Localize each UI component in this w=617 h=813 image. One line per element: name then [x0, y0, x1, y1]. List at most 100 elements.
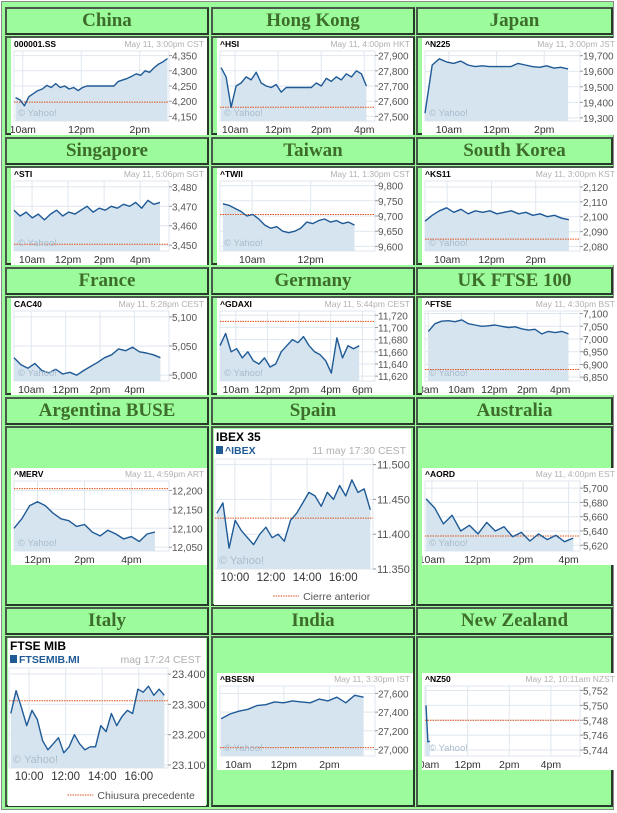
x-tick-label: 8am — [422, 384, 439, 395]
timestamp: May 11, 3:00pm CST — [124, 39, 204, 49]
chart-cell: ^AORD May 11, 4:00pm EST 5,700 5,680 5,660 5,… — [416, 426, 617, 606]
stock-chart[interactable]: ^N225 May 11, 3:00pm JST 19,700 19,600 19,50… — [422, 38, 617, 136]
x-tick-label: 2pm — [74, 554, 95, 565]
timestamp: May 11, 5:06pm SGT — [124, 169, 204, 179]
chart-cell: ^GDAXI May 11, 5:44pm CEST 11,720 11,700 11,… — [211, 296, 415, 396]
price-line — [220, 67, 368, 109]
region-title: France — [5, 267, 209, 295]
y-tick-label: 11,620 — [378, 372, 408, 383]
y-tick-label: 9,600 — [378, 242, 403, 253]
chart-cell: ^HSI May 11, 4:00pm HKT 27,900 27,800 27,700… — [211, 36, 415, 136]
x-tick-label: 14:00 — [293, 572, 322, 584]
stock-chart[interactable]: IBEX 35 ^IBEX 11 may 17:30 CEST Cierre ante… — [214, 429, 411, 605]
y-tick-label: 5,700 — [583, 484, 608, 495]
chart-cell: ^FTSE May 11, 4:30pm BST 7,100 7,050 7,000 6,… — [416, 296, 617, 396]
x-tick-label: 10am — [18, 384, 45, 395]
yahoo-watermark: © Yahoo! — [224, 238, 263, 249]
stock-chart[interactable]: ^STI May 11, 5:06pm SGT 3,480 3,470 3,460 3,4… — [11, 168, 207, 266]
chart-svg: ^STI May 11, 5:06pm SGT 3,480 3,470 3,460 3,4… — [13, 169, 204, 266]
x-tick-label: 2pm — [94, 254, 115, 265]
price-line — [216, 479, 371, 549]
stock-chart[interactable]: ^FTSE May 11, 4:30pm BST 7,100 7,050 7,000 6,… — [418, 298, 617, 396]
x-tick-label: 2pm — [517, 384, 538, 395]
x-tick-label: 16:00 — [124, 771, 153, 783]
timestamp: May 11, 4:00pm HKT — [330, 39, 410, 49]
x-tick-label: 12pm — [68, 124, 95, 135]
ticker-symbol: ^HSI — [220, 39, 239, 49]
price-line — [13, 346, 161, 376]
x-tick-label: 2pm — [319, 759, 340, 770]
x-tick-label: 10am — [448, 384, 475, 395]
y-tick-label: 7,100 — [583, 310, 608, 321]
region-title: Japan — [416, 7, 613, 35]
x-tick-label: 10am — [239, 254, 266, 265]
x-tick-label: 2pm — [525, 254, 546, 265]
price-area — [426, 498, 574, 551]
x-tick-label: 12pm — [478, 254, 505, 265]
x-tick-label: 2pm — [311, 124, 332, 135]
stock-chart[interactable]: 000001.SS May 11, 3:00pm CST 4,350 4,300 4,2… — [10, 38, 207, 136]
stock-chart[interactable]: ^MERV May 11, 4:59pm ART 12,200 12,150 12,10… — [11, 468, 207, 566]
price-area — [425, 207, 569, 251]
y-tick-label: 12,050 — [172, 543, 203, 554]
y-tick-label: 23.200 — [172, 730, 206, 742]
chart-svg: ^N225 May 11, 3:00pm JST 19,700 19,600 19,50… — [424, 39, 615, 136]
y-tick-label: 5,100 — [172, 313, 197, 324]
y-tick-label: 11.500 — [377, 460, 410, 472]
price-line — [13, 199, 161, 221]
price-line — [424, 207, 570, 222]
y-tick-label: 3,450 — [172, 241, 197, 252]
yahoo-watermark: © Yahoo! — [429, 108, 468, 119]
x-tick-label: 2pm — [289, 384, 310, 395]
x-tick-label: 12pm — [53, 384, 80, 395]
stock-chart[interactable]: ^HSI May 11, 4:00pm HKT 27,900 27,800 27,700… — [217, 38, 413, 136]
chart-cell: ^KS11 May 11, 3:00pm KST 2,120 2,110 2,100 2,… — [416, 166, 617, 266]
y-tick-label: 6,850 — [583, 373, 608, 384]
stock-chart[interactable]: ^AORD May 11, 4:00pm EST 5,700 5,680 5,660 5,… — [419, 468, 617, 566]
y-tick-label: 3,470 — [172, 202, 197, 213]
stock-chart[interactable]: ^NZ50 May 12, 10:11am NZST 5,752 5,750 5,748… — [413, 673, 617, 771]
x-tick-label: 4pm — [558, 554, 579, 565]
y-tick-label: 11,700 — [378, 323, 408, 334]
stock-chart[interactable]: ^TWII May 11, 1:30pm CST 9,800 9,750 9,700 9,… — [217, 168, 413, 266]
x-tick-label: 12:00 — [257, 572, 286, 584]
y-tick-label: 3,460 — [172, 222, 197, 233]
x-tick-label: 2pm — [90, 384, 111, 395]
yahoo-watermark: © Yahoo! — [18, 538, 57, 549]
x-tick-label: 12pm — [455, 759, 482, 770]
index-title: IBEX 35 — [216, 430, 261, 444]
yahoo-watermark: © Yahoo! — [429, 743, 468, 754]
index-title: FTSE MIB — [10, 639, 66, 653]
y-tick-label: 11.450 — [377, 494, 410, 506]
price-area — [14, 501, 155, 551]
ticker-symbol: ^NZ50 — [425, 674, 451, 684]
x-tick-label: 2pm — [499, 759, 520, 770]
x-tick-label: 4pm — [354, 124, 375, 135]
y-tick-label: 2,090 — [583, 228, 608, 239]
chart-svg: CAC40 May 11, 5:28pm CEST 5,100 5,050 5,000 1… — [13, 299, 204, 396]
y-tick-label: 4,150 — [172, 112, 197, 123]
stock-chart[interactable]: FTSE MIB FTSEMIB.MI mag 17:24 CEST Chiusura… — [8, 638, 206, 806]
x-tick-label: 4pm — [121, 554, 142, 565]
price-line — [425, 705, 431, 743]
stock-chart[interactable]: ^GDAXI May 11, 5:44pm CEST 11,720 11,700 11,… — [217, 298, 413, 396]
stock-chart[interactable]: ^BSESN May 11, 3:30pm IST 27,600 27,400 27,2… — [217, 673, 413, 771]
price-area — [220, 333, 360, 381]
chart-cell: ^MERV May 11, 4:59pm ART 12,200 12,150 12,10… — [5, 426, 209, 606]
yahoo-watermark: © Yahoo! — [429, 238, 468, 249]
stock-chart[interactable]: ^KS11 May 11, 3:00pm KST 2,120 2,110 2,100 2,… — [422, 168, 617, 266]
y-tick-label: 9,750 — [378, 197, 403, 208]
x-tick-label: 12pm — [271, 759, 298, 770]
y-tick-label: 19,400 — [583, 98, 614, 109]
stock-chart[interactable]: CAC40 May 11, 5:28pm CEST 5,100 5,050 5,000 1… — [11, 298, 207, 396]
chart-svg: ^BSESN May 11, 3:30pm IST 27,600 27,400 27,2… — [219, 674, 410, 771]
x-tick-label: 4pm — [124, 384, 145, 395]
y-tick-label: 19,500 — [583, 83, 614, 94]
region-title: Spain — [211, 397, 415, 425]
y-tick-label: 5,752 — [583, 686, 608, 697]
price-area — [15, 58, 168, 121]
y-tick-label: 27,000 — [378, 745, 409, 756]
yahoo-watermark: © Yahoo! — [224, 108, 263, 119]
y-tick-label: 19,600 — [583, 67, 614, 78]
y-tick-label: 5,750 — [583, 701, 608, 712]
